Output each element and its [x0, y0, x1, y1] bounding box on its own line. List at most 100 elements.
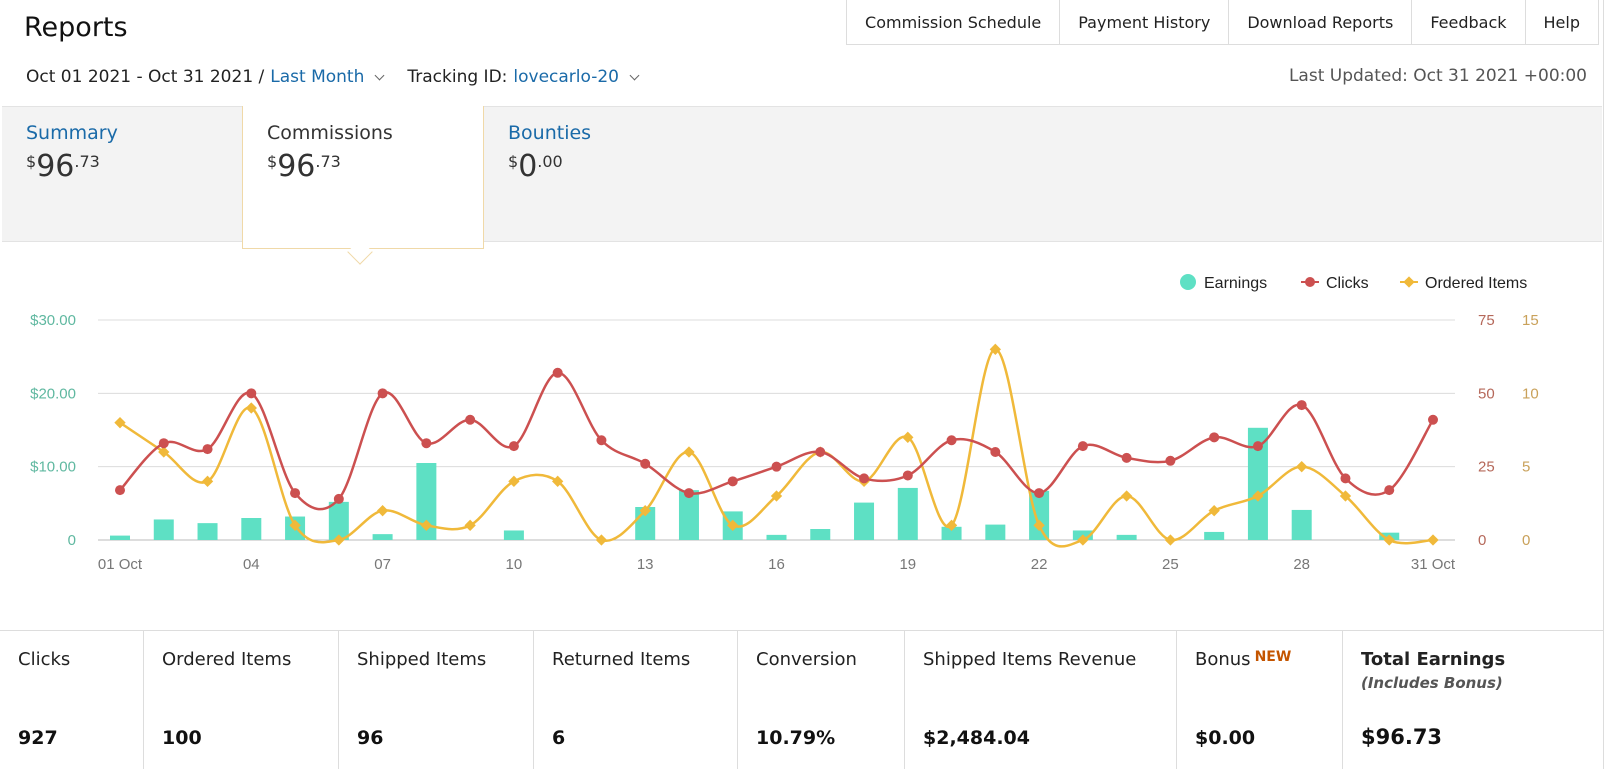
y-left-tick-label: 0: [68, 532, 76, 549]
amount-dollars: 96: [277, 149, 316, 184]
earnings-bar: [328, 501, 349, 540]
earnings-bar: [1247, 427, 1268, 540]
ordered-items-point: [1383, 534, 1395, 546]
page-title: Reports: [24, 12, 128, 43]
stat-shipped-revenue: Shipped Items Revenue $2,484.04: [905, 631, 1177, 769]
stat-bonus: Bonus NEW $0.00: [1177, 631, 1343, 769]
stat-value: 927: [18, 727, 58, 749]
ordered-items-point: [289, 519, 301, 531]
clicks-point: [202, 444, 213, 455]
period-selector[interactable]: Last Month: [270, 67, 365, 87]
nav-feedback[interactable]: Feedback: [1412, 0, 1526, 44]
clicks-point: [771, 461, 782, 472]
legend-earnings-marker: [1180, 274, 1196, 290]
earnings-bar: [985, 524, 1006, 540]
earnings-bar: [854, 502, 875, 540]
bonus-label: Bonus: [1195, 649, 1251, 670]
currency-symbol: $: [267, 152, 278, 171]
ordered-items-point: [201, 475, 214, 487]
ordered-items-point: [770, 490, 783, 502]
x-tick-label: 10: [506, 556, 523, 573]
x-tick-label: 04: [243, 556, 260, 573]
x-tick-label: 07: [374, 556, 391, 573]
ordered-items-point: [158, 446, 170, 458]
stat-value: $2,484.04: [923, 727, 1030, 749]
clicks-point: [246, 388, 257, 399]
nav-help[interactable]: Help: [1543, 12, 1580, 32]
ordered-items-point: [1296, 461, 1308, 473]
earnings-bar: [416, 463, 437, 540]
earnings-bar: [1116, 534, 1137, 540]
tab-commissions[interactable]: Commissions $96.73: [242, 106, 484, 249]
currency-symbol: $: [26, 152, 37, 171]
legend-clicks-marker: [1305, 277, 1315, 287]
tracking-id-selector[interactable]: Tracking ID: lovecarlo-20: [407, 67, 640, 87]
tab-summary[interactable]: Summary $96.73: [2, 106, 242, 250]
clicks-point: [552, 367, 563, 378]
clicks-point: [1252, 441, 1263, 452]
clicks-point: [115, 485, 125, 496]
y-right-items-tick-label: 0: [1522, 532, 1530, 549]
nav-download-reports[interactable]: Download Reports: [1229, 0, 1413, 44]
stat-label: Bonus NEW: [1195, 649, 1342, 670]
y-right-clicks-tick-label: 0: [1478, 532, 1486, 549]
clicks-point: [1340, 473, 1351, 484]
y-left-tick-label: $30.00: [30, 312, 76, 329]
earnings-bar: [941, 526, 962, 540]
stat-value: 10.79%: [756, 727, 836, 749]
earnings-bar: [1029, 490, 1050, 540]
stat-label: Shipped Items: [357, 649, 487, 670]
earnings-bar: [241, 518, 262, 540]
ordered-items-point: [464, 519, 476, 531]
earnings-bar: [503, 530, 524, 540]
clicks-point: [421, 438, 432, 449]
clicks-point: [1296, 400, 1307, 411]
earnings-bar: [1204, 531, 1225, 540]
ordered-items-point: [1427, 534, 1439, 546]
nav-commission-schedule[interactable]: Commission Schedule: [847, 0, 1061, 44]
clicks-point: [683, 488, 694, 499]
clicks-point: [859, 473, 870, 484]
chevron-down-icon[interactable]: [374, 70, 385, 80]
earnings-bar: [678, 490, 699, 540]
ordered-items-point: [1033, 519, 1045, 531]
stat-returned-items: Returned Items 6: [534, 631, 738, 769]
nav-payment-history[interactable]: Payment History: [1060, 0, 1230, 44]
tracking-id-value[interactable]: lovecarlo-20: [513, 67, 619, 87]
last-updated: Last Updated: Oct 31 2021 +00:00: [1288, 66, 1587, 86]
y-right-items-tick-label: 15: [1522, 312, 1539, 329]
legend-label: Earnings: [1204, 275, 1267, 292]
amount-cents: .73: [74, 152, 100, 171]
clicks-point: [508, 441, 519, 452]
x-tick-label: 13: [637, 556, 654, 573]
stat-label: Shipped Items Revenue: [923, 649, 1137, 670]
ordered-items-point: [1164, 534, 1177, 546]
ordered-items-point: [1252, 490, 1264, 502]
stat-value: 6: [552, 727, 566, 749]
stat-sublabel: (Includes Bonus): [1361, 674, 1503, 692]
ordered-items-point: [552, 475, 564, 487]
ordered-items-point: [508, 475, 520, 487]
tab-bounties[interactable]: Bounties $0.00: [484, 106, 724, 250]
clicks-point: [290, 488, 301, 499]
stat-label: Returned Items: [552, 649, 691, 670]
earnings-bar: [810, 529, 831, 540]
stat-conversion: Conversion 10.79%: [738, 631, 905, 769]
legend-items-marker: [1403, 276, 1415, 288]
ordered-items-point: [945, 519, 958, 531]
y-left-tick-label: $20.00: [30, 385, 76, 402]
stat-value: 96: [357, 727, 384, 749]
tab-commissions-label[interactable]: Commissions: [267, 122, 393, 144]
chart-svg: 0 $10.00 $20.00 $30.00 0 25 50 75 0 5 10 15 01 Oct 04…: [30, 274, 1539, 573]
tab-bounties-label[interactable]: Bounties: [508, 122, 592, 144]
amount-dollars: 96: [36, 149, 75, 184]
y-right-clicks-tick-label: 50: [1478, 385, 1495, 402]
y-right-clicks-tick-label: 25: [1478, 459, 1495, 476]
y-right-clicks-tick-label: 75: [1478, 312, 1495, 329]
tab-summary-label[interactable]: Summary: [26, 122, 118, 144]
ordered-items-point: [683, 446, 695, 458]
chevron-down-icon[interactable]: [629, 70, 640, 80]
x-tick-label: 28: [1293, 556, 1310, 573]
x-tick-label: 22: [1031, 556, 1048, 573]
ordered-items-point: [902, 431, 914, 443]
